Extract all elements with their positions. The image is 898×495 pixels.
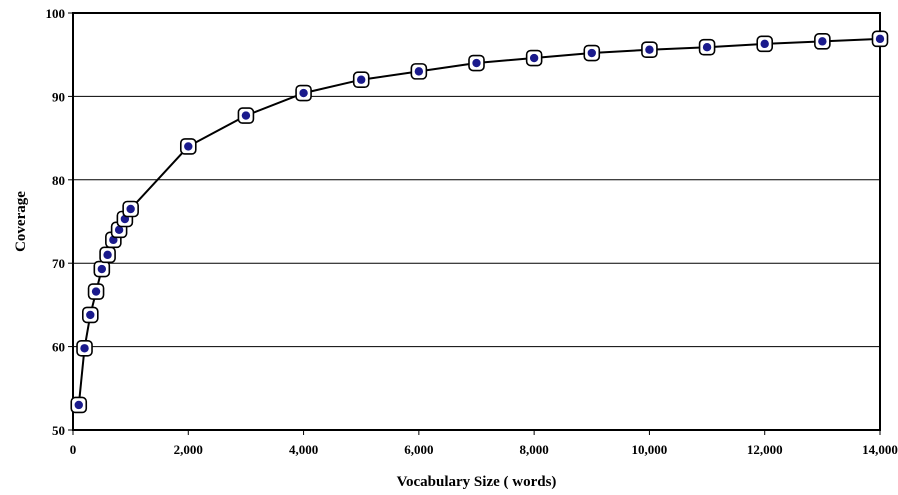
data-point <box>698 38 716 56</box>
x-tick-label: 0 <box>70 442 77 457</box>
gridlines <box>73 95 880 348</box>
y-tick-label: 60 <box>52 340 65 355</box>
plot-area-frame <box>72 12 881 431</box>
data-point <box>756 35 774 53</box>
x-tick-label: 14,000 <box>862 442 898 457</box>
y-tick-label: 50 <box>52 423 65 438</box>
y-tick-label: 80 <box>52 173 65 188</box>
data-point <box>295 84 312 102</box>
data-point <box>93 260 111 278</box>
y-tick-label: 70 <box>52 256 65 271</box>
data-point <box>76 339 93 357</box>
data-point <box>99 246 116 264</box>
y-axis-title: Coverage <box>13 191 29 252</box>
data-point <box>237 107 255 124</box>
series-markers <box>70 30 889 414</box>
data-point <box>871 30 889 48</box>
y-tick-label: 100 <box>46 6 66 21</box>
x-tick-label: 2,000 <box>174 442 203 457</box>
data-point <box>352 71 370 89</box>
y-tick-label: 90 <box>52 89 65 104</box>
y-axis-ticks: 50 60 70 80 90 100 <box>46 6 73 438</box>
x-axis-title: Vocabulary Size ( words) <box>397 474 557 490</box>
x-tick-label: 12,000 <box>747 442 783 457</box>
data-point <box>814 33 831 50</box>
data-point <box>70 396 88 414</box>
data-point <box>81 306 99 324</box>
data-point <box>583 44 601 62</box>
data-point <box>641 41 658 58</box>
x-tick-label: 4,000 <box>289 442 318 457</box>
x-axis-ticks: 0 2,000 4,000 6,000 8,000 10,000 12,000 14,000 <box>70 430 898 457</box>
data-point <box>122 200 139 218</box>
x-tick-label: 10,000 <box>632 442 668 457</box>
data-point <box>410 63 428 80</box>
data-point <box>87 283 105 300</box>
data-point <box>525 49 543 67</box>
x-tick-label: 8,000 <box>520 442 549 457</box>
series-line <box>77 37 881 406</box>
data-point <box>179 138 197 155</box>
x-tick-label: 6,000 <box>404 442 433 457</box>
data-point <box>468 54 485 72</box>
